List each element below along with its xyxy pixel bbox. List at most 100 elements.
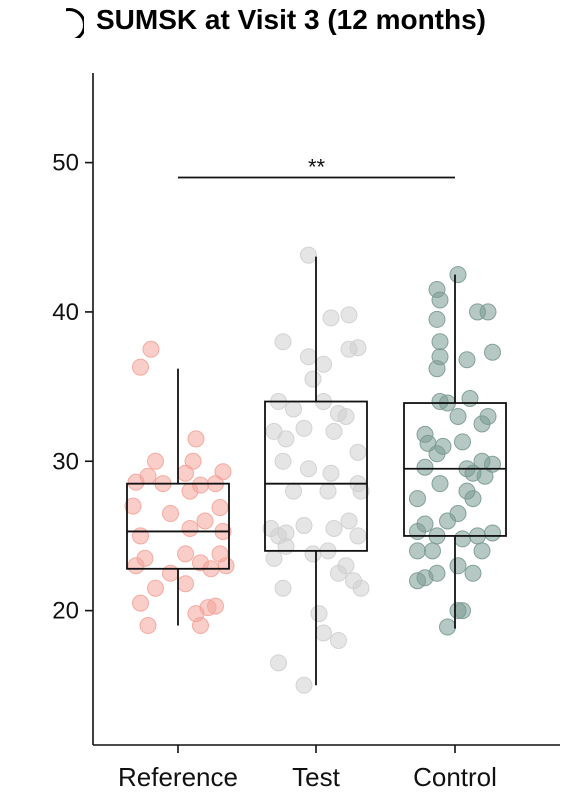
data-point <box>177 575 194 593</box>
data-point <box>295 516 313 534</box>
data-point <box>192 617 209 635</box>
data-point <box>270 654 287 672</box>
data-point <box>431 333 449 351</box>
title-mark <box>66 8 84 38</box>
axes: 20 30 40 50 Reference Test Control <box>52 73 560 792</box>
data-point <box>476 467 494 485</box>
data-point <box>142 340 160 358</box>
data-point <box>300 246 317 264</box>
data-point <box>409 572 426 590</box>
data-point <box>127 557 145 575</box>
y-tick-label: 30 <box>52 448 79 475</box>
data-point <box>439 618 456 636</box>
data-point <box>300 460 317 478</box>
data-point <box>424 542 441 560</box>
data-point <box>196 512 214 530</box>
data-point <box>315 624 332 642</box>
data-point <box>349 527 367 545</box>
data-point <box>315 355 332 373</box>
data-point <box>310 605 328 623</box>
data-point <box>265 549 283 567</box>
data-point <box>132 527 149 545</box>
data-point <box>285 400 302 418</box>
data-point <box>187 430 205 448</box>
data-point <box>409 522 426 540</box>
annotations: ** <box>178 155 455 180</box>
data-point <box>428 310 446 328</box>
data-point <box>304 545 322 563</box>
data-point <box>277 430 295 448</box>
data-point <box>304 370 322 388</box>
data-point <box>295 419 313 437</box>
data-point <box>454 433 471 451</box>
data-point <box>340 340 358 358</box>
x-tick-label: Reference <box>118 762 238 792</box>
data-point <box>139 617 157 635</box>
data-point <box>464 490 482 508</box>
data-point <box>177 464 194 482</box>
data-point <box>349 443 367 461</box>
x-tick-label: Control <box>413 762 497 792</box>
data-point <box>325 422 343 440</box>
data-point <box>181 482 199 500</box>
data-point <box>479 303 497 321</box>
data-point <box>431 475 449 493</box>
data-point <box>295 676 313 694</box>
data-point <box>464 564 482 582</box>
data-point <box>322 309 340 327</box>
y-tick-label: 40 <box>52 299 79 326</box>
data-point <box>454 530 471 548</box>
data-point <box>274 579 292 597</box>
data-point <box>211 499 229 517</box>
data-point <box>352 579 370 597</box>
data-point <box>147 579 164 597</box>
data-point <box>322 464 340 482</box>
data-point <box>484 343 501 361</box>
data-points <box>124 246 501 694</box>
data-point <box>473 542 491 560</box>
data-point <box>285 482 302 500</box>
box-iqr <box>126 482 230 570</box>
data-point <box>428 360 446 378</box>
data-point <box>300 348 317 366</box>
data-point <box>458 351 476 369</box>
data-point <box>439 512 456 530</box>
data-point <box>277 537 295 555</box>
box-iqr <box>264 400 368 552</box>
data-point <box>319 482 337 500</box>
data-point <box>217 557 235 575</box>
data-point <box>162 564 179 582</box>
data-point <box>132 358 149 376</box>
data-point <box>132 594 149 612</box>
y-tick-label: 50 <box>52 150 79 177</box>
data-point <box>431 291 449 309</box>
data-point <box>337 407 355 425</box>
data-point <box>162 505 179 523</box>
data-point <box>127 473 145 491</box>
chart-title: SUMSK at Visit 3 (12 months) <box>96 4 487 35</box>
data-point <box>124 497 142 515</box>
data-point <box>473 415 491 433</box>
data-point <box>409 542 426 560</box>
data-point <box>274 333 292 351</box>
data-point <box>330 631 347 649</box>
data-point <box>340 306 358 324</box>
data-point <box>416 458 434 476</box>
y-tick-label: 20 <box>52 598 79 625</box>
data-point <box>461 390 479 408</box>
data-point <box>330 564 347 582</box>
data-point <box>147 452 164 470</box>
data-point <box>449 266 467 284</box>
data-point <box>409 490 426 508</box>
significance-label: ** <box>308 155 326 180</box>
data-point <box>181 519 199 537</box>
data-point <box>325 519 343 537</box>
data-point <box>428 445 446 463</box>
data-point <box>340 512 358 530</box>
data-point <box>207 597 224 615</box>
data-point <box>484 524 501 542</box>
data-point <box>274 452 292 470</box>
x-tick-label: Test <box>292 762 340 792</box>
data-point <box>177 545 194 563</box>
